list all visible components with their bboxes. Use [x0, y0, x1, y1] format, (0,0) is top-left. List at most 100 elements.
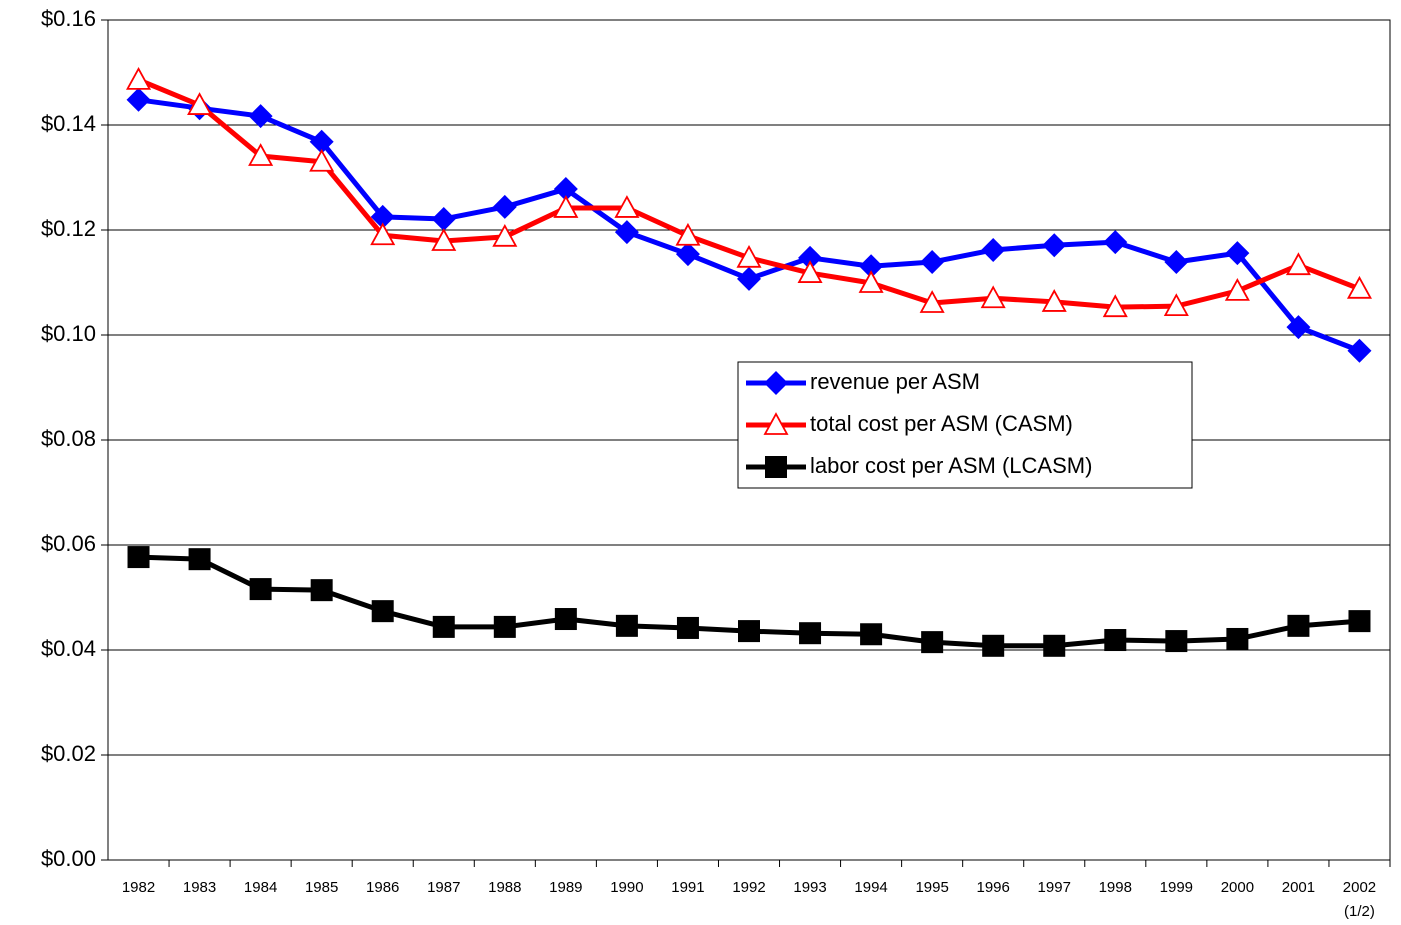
x-tick-label: 1986: [366, 879, 399, 896]
marker: [764, 371, 788, 395]
marker: [492, 194, 517, 219]
marker: [371, 600, 394, 623]
x-tick-label: 1997: [1038, 879, 1071, 896]
x-tick-label: 1987: [427, 879, 460, 896]
y-tick-label: $0.02: [41, 741, 96, 766]
y-tick-label: $0.08: [41, 426, 96, 451]
plot-border: [107, 19, 1391, 861]
x-tick-label: 1998: [1099, 879, 1132, 896]
legend-label: revenue per ASM: [810, 369, 980, 394]
marker: [248, 143, 274, 166]
marker: [797, 260, 823, 283]
marker: [614, 220, 639, 245]
x-tick-label: 1982: [122, 879, 155, 896]
marker: [738, 620, 760, 643]
marker: [980, 285, 1006, 309]
legend-label: total cost per ASM (CASM): [810, 411, 1073, 436]
marker: [1165, 630, 1188, 653]
y-tick-label: $0.14: [41, 111, 96, 136]
marker: [1225, 241, 1250, 266]
marker: [859, 254, 884, 279]
marker: [1041, 289, 1067, 312]
marker: [554, 608, 577, 631]
marker: [1103, 230, 1128, 255]
marker: [765, 456, 787, 478]
marker: [676, 616, 699, 639]
marker: [1285, 252, 1311, 276]
marker: [1164, 250, 1189, 275]
legend-box: [737, 361, 1193, 489]
x-tick-label: 1989: [549, 879, 582, 896]
marker: [492, 223, 518, 247]
marker: [675, 242, 700, 267]
marker: [1104, 629, 1127, 652]
marker: [187, 92, 213, 115]
marker: [188, 548, 211, 571]
y-tick-label: $0.00: [41, 846, 96, 871]
marker: [431, 228, 457, 251]
y-tick-label: $0.06: [41, 531, 96, 556]
x-tick-label: 1999: [1160, 879, 1193, 896]
marker: [737, 266, 761, 291]
marker: [1042, 233, 1067, 258]
marker: [1163, 293, 1189, 317]
marker: [1226, 627, 1249, 650]
x-tick-label: 1984: [244, 879, 277, 896]
legend: revenue per ASM total cost per ASM (CASM)…: [737, 361, 1193, 489]
x-tick-label: 1988: [488, 879, 521, 896]
marker: [370, 204, 395, 229]
marker: [919, 290, 945, 313]
marker: [798, 245, 823, 270]
y-tick-label: $0.10: [41, 321, 96, 346]
x-tick-label: 1993: [793, 879, 826, 896]
x-tick-label: 1994: [854, 879, 887, 896]
marker: [249, 578, 272, 601]
x-tick-label: 1992: [732, 879, 765, 896]
marker: [920, 250, 945, 275]
marker: [1346, 275, 1373, 299]
x-tick-label: 2002 (1/2): [1343, 879, 1376, 920]
marker: [1224, 278, 1250, 301]
marker: [310, 579, 333, 602]
marker: [615, 614, 638, 637]
marker: [309, 148, 335, 172]
x-tick-label: 1996: [977, 879, 1010, 896]
marker: [921, 631, 944, 654]
marker: [126, 87, 151, 112]
marker: [763, 412, 789, 435]
marker: [553, 177, 578, 202]
y-tick-label: $0.12: [41, 216, 96, 241]
marker: [432, 615, 455, 638]
marker: [127, 546, 150, 569]
x-tick-label: 1990: [610, 879, 643, 896]
marker: [1348, 610, 1371, 633]
y-tick-label: $0.04: [41, 636, 96, 661]
marker: [981, 237, 1006, 262]
marker: [309, 129, 334, 154]
marker: [1287, 614, 1310, 637]
marker: [553, 195, 579, 218]
x-tick-label: 1985: [305, 879, 338, 896]
marker: [736, 244, 762, 268]
marker: [431, 206, 456, 231]
x-tick-label: 1991: [671, 879, 704, 896]
marker: [370, 222, 396, 246]
x-tick-label: 1995: [915, 879, 948, 896]
marker: [675, 222, 701, 246]
marker: [493, 615, 516, 638]
marker: [1347, 338, 1372, 363]
marker: [1102, 294, 1128, 318]
legend-label: labor cost per ASM (LCASM): [810, 453, 1092, 478]
marker: [614, 195, 640, 218]
marker: [799, 622, 822, 645]
marker: [248, 104, 273, 129]
x-tick-label: 1983: [183, 879, 216, 896]
marker: [858, 270, 884, 293]
marker: [860, 623, 883, 646]
y-tick-label: $0.16: [41, 6, 96, 31]
marker: [1286, 315, 1311, 340]
x-tick-label: 2000: [1221, 879, 1254, 896]
x-tick-label: 2001: [1282, 879, 1315, 896]
marker: [982, 634, 1005, 657]
